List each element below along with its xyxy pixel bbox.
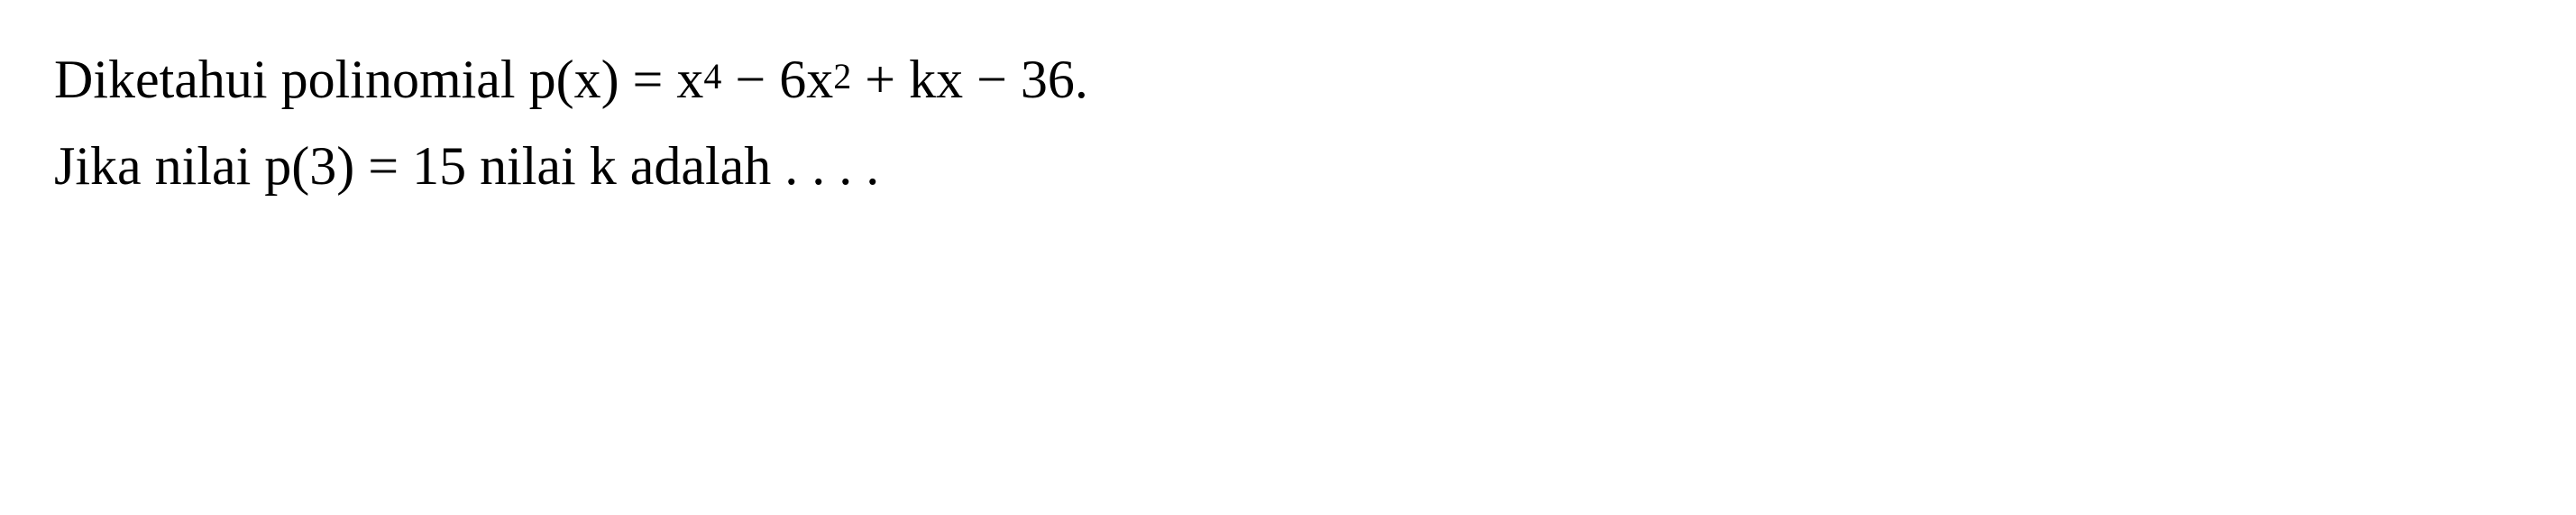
problem-line-1: Diketahui polinomial p(x) = x4 − 6x2 + k… [54,36,2522,123]
math-problem: Diketahui polinomial p(x) = x4 − 6x2 + k… [54,36,2522,209]
line1-prefix: Diketahui polinomial p(x) = x [54,50,703,109]
problem-line-2: Jika nilai p(3) = 15 nilai k adalah . . … [54,123,2522,209]
exponent-4: 4 [703,56,721,97]
line1-suffix: + kx − 36. [851,50,1088,109]
line2-text: Jika nilai p(3) = 15 nilai k adalah . . … [54,136,879,196]
exponent-2: 2 [833,56,851,97]
line1-mid1: − 6x [721,50,833,109]
